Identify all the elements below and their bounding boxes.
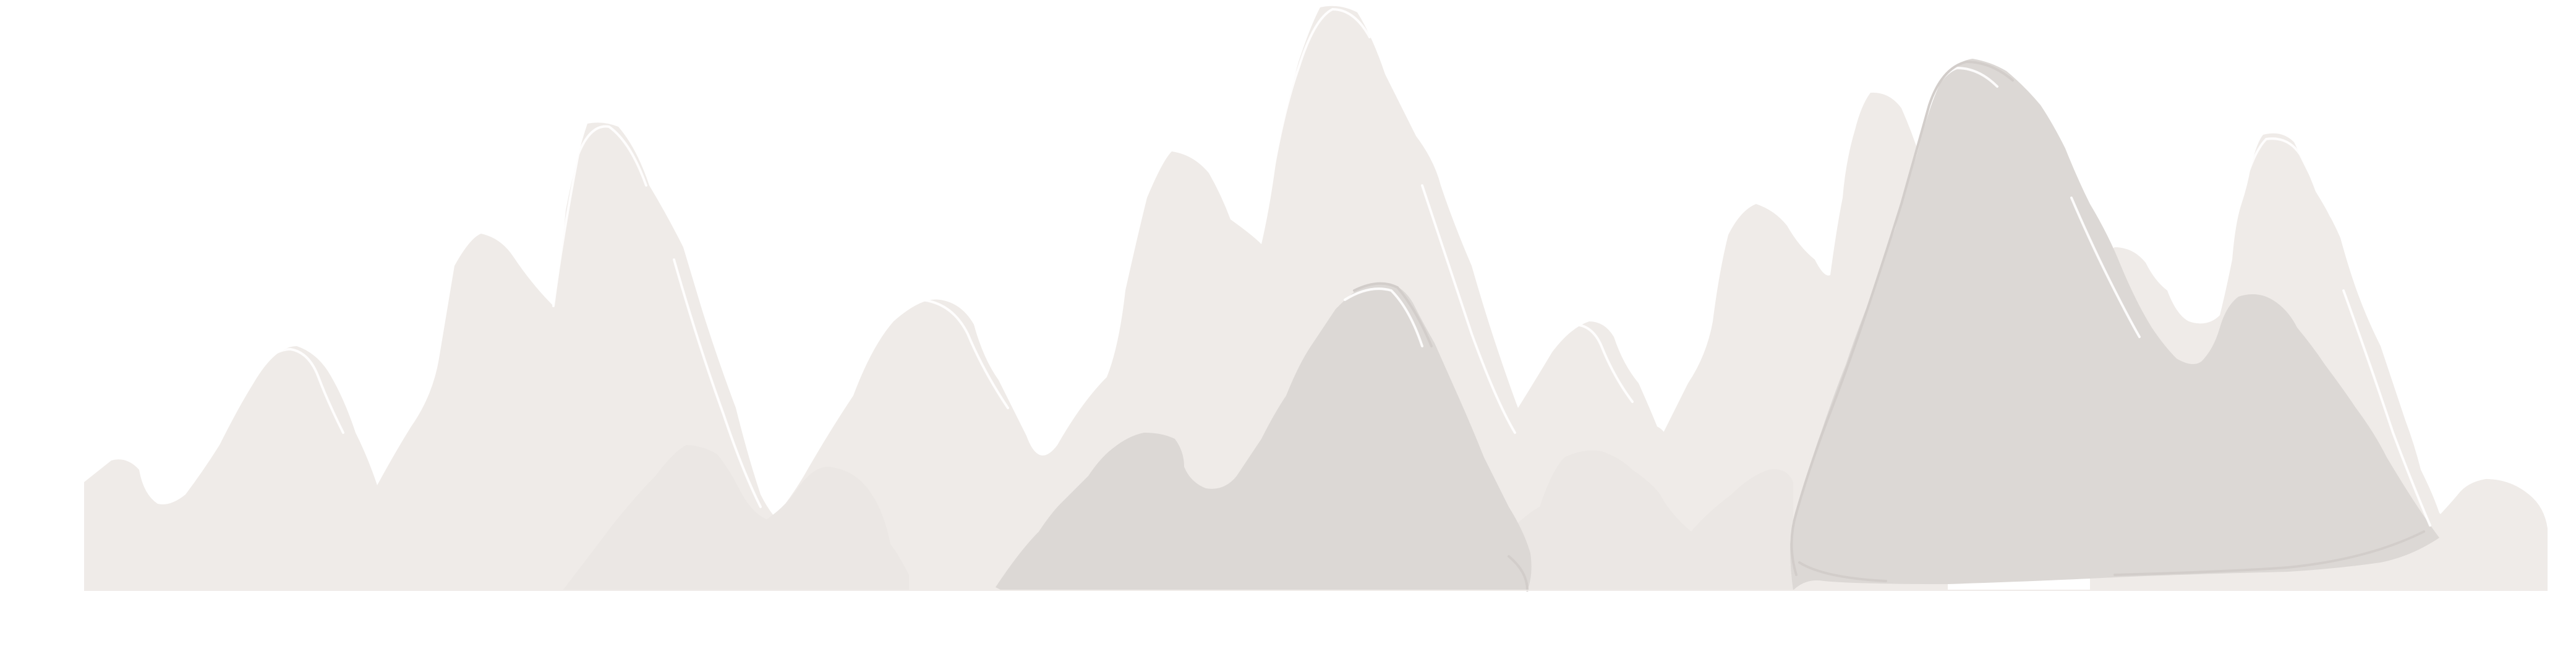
- front-peak-right: [1790, 59, 2439, 590]
- hill-left-middle: [563, 445, 909, 590]
- stroke-right-ridge: [2070, 197, 2141, 338]
- stroke-center-hill: [864, 298, 1009, 409]
- stroke-far-right-ridge: [2342, 289, 2431, 527]
- stroke-mid-ridge: [1421, 184, 1516, 434]
- middle-mountain-layer: [563, 445, 1793, 590]
- stroke-left-ridge: [673, 258, 762, 508]
- stroke-front-right-base: [1798, 530, 2425, 582]
- stroke-small-left: [249, 347, 344, 434]
- stroke-front-right-outline: [1790, 60, 2014, 576]
- stroke-far-right: [2237, 137, 2332, 218]
- front-mountain-layer: [996, 59, 2439, 590]
- front-peak-center: [996, 283, 1532, 590]
- dark-brush-strokes: [1353, 60, 2425, 592]
- mountain-left: [84, 122, 785, 591]
- stroke-small-right: [1526, 323, 1634, 403]
- ground-line: [84, 590, 2548, 591]
- mountain-far-right: [2412, 479, 2548, 590]
- stroke-front-center-outline: [1353, 282, 1433, 347]
- stroke-mid-peak: [1269, 7, 1371, 187]
- hill-center-middle: [1509, 450, 1793, 590]
- stroke-left-peak: [552, 125, 647, 307]
- stroke-center-front: [1344, 287, 1423, 347]
- stroke-front-center-base: [1508, 555, 1529, 592]
- white-brush-strokes: [249, 7, 2431, 527]
